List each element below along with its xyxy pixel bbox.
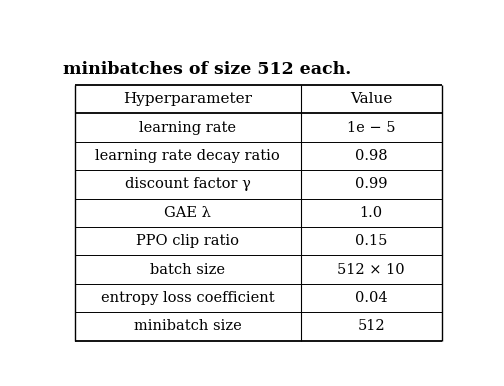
Text: minibatch size: minibatch size [134,319,241,334]
Text: PPO clip ratio: PPO clip ratio [136,234,239,248]
Text: discount factor γ: discount factor γ [124,177,250,191]
Text: batch size: batch size [150,262,225,276]
Text: learning rate decay ratio: learning rate decay ratio [95,149,280,163]
Text: learning rate: learning rate [139,120,236,135]
Text: GAE λ: GAE λ [164,206,211,220]
Text: Hyperparameter: Hyperparameter [123,92,252,106]
Text: 0.98: 0.98 [355,149,388,163]
Text: 1.0: 1.0 [360,206,383,220]
Text: 1e − 5: 1e − 5 [347,120,396,135]
Text: 512: 512 [357,319,385,334]
Text: 0.15: 0.15 [355,234,388,248]
Text: Value: Value [350,92,393,106]
Text: 0.04: 0.04 [355,291,388,305]
Text: 0.99: 0.99 [355,177,388,191]
Text: 512 × 10: 512 × 10 [337,262,405,276]
Text: entropy loss coefficient: entropy loss coefficient [101,291,275,305]
Text: minibatches of size 512 each.: minibatches of size 512 each. [63,61,351,78]
